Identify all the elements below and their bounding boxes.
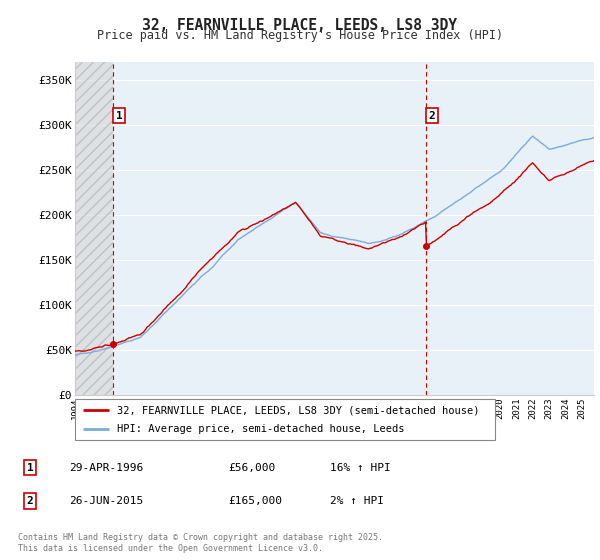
Text: 29-APR-1996: 29-APR-1996 — [69, 463, 143, 473]
Text: 26-JUN-2015: 26-JUN-2015 — [69, 496, 143, 506]
FancyBboxPatch shape — [75, 399, 495, 440]
Text: £56,000: £56,000 — [228, 463, 275, 473]
Text: 1: 1 — [26, 463, 34, 473]
Bar — [75, 62, 113, 395]
Text: Price paid vs. HM Land Registry's House Price Index (HPI): Price paid vs. HM Land Registry's House … — [97, 29, 503, 42]
Text: £165,000: £165,000 — [228, 496, 282, 506]
Text: 2% ↑ HPI: 2% ↑ HPI — [330, 496, 384, 506]
Text: 1: 1 — [116, 111, 122, 120]
Text: HPI: Average price, semi-detached house, Leeds: HPI: Average price, semi-detached house,… — [117, 424, 404, 433]
Text: 2: 2 — [429, 111, 436, 120]
Text: Contains HM Land Registry data © Crown copyright and database right 2025.
This d: Contains HM Land Registry data © Crown c… — [18, 533, 383, 553]
Text: 16% ↑ HPI: 16% ↑ HPI — [330, 463, 391, 473]
Text: 2: 2 — [26, 496, 34, 506]
Text: 32, FEARNVILLE PLACE, LEEDS, LS8 3DY: 32, FEARNVILLE PLACE, LEEDS, LS8 3DY — [143, 18, 458, 33]
Text: 32, FEARNVILLE PLACE, LEEDS, LS8 3DY (semi-detached house): 32, FEARNVILLE PLACE, LEEDS, LS8 3DY (se… — [117, 405, 479, 415]
